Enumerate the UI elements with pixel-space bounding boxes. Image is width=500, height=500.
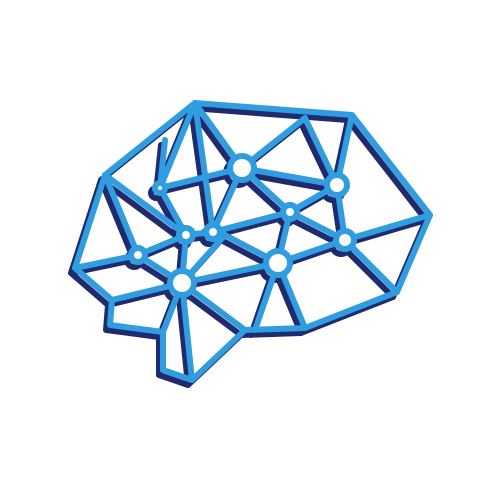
network-node: [128, 245, 148, 265]
network-link: [188, 105, 212, 240]
network-node: [203, 222, 223, 242]
network-node: [333, 228, 357, 252]
network-link: [175, 285, 191, 388]
brain-outline-layer: [72, 100, 433, 383]
network-node: [280, 202, 300, 222]
network-link: [98, 177, 137, 263]
network-link: [102, 172, 189, 238]
network-link: [157, 100, 198, 191]
network-node: [263, 248, 293, 278]
network-link: [210, 209, 293, 235]
network-link: [342, 212, 433, 243]
network-node: [176, 225, 196, 245]
network-link: [192, 100, 216, 235]
brain-outline: [72, 100, 433, 383]
network-link: [157, 137, 168, 191]
network-link: [338, 242, 396, 300]
network-link: [98, 177, 185, 243]
network-link: [239, 165, 340, 188]
network-node: [227, 153, 257, 183]
network-node: [167, 268, 197, 298]
network-link: [179, 260, 281, 286]
network-link: [179, 280, 195, 383]
network-link: [342, 237, 400, 295]
network-link: [72, 252, 141, 271]
network-node: [324, 172, 350, 198]
network-link: [102, 172, 141, 258]
network-node: [152, 180, 168, 196]
